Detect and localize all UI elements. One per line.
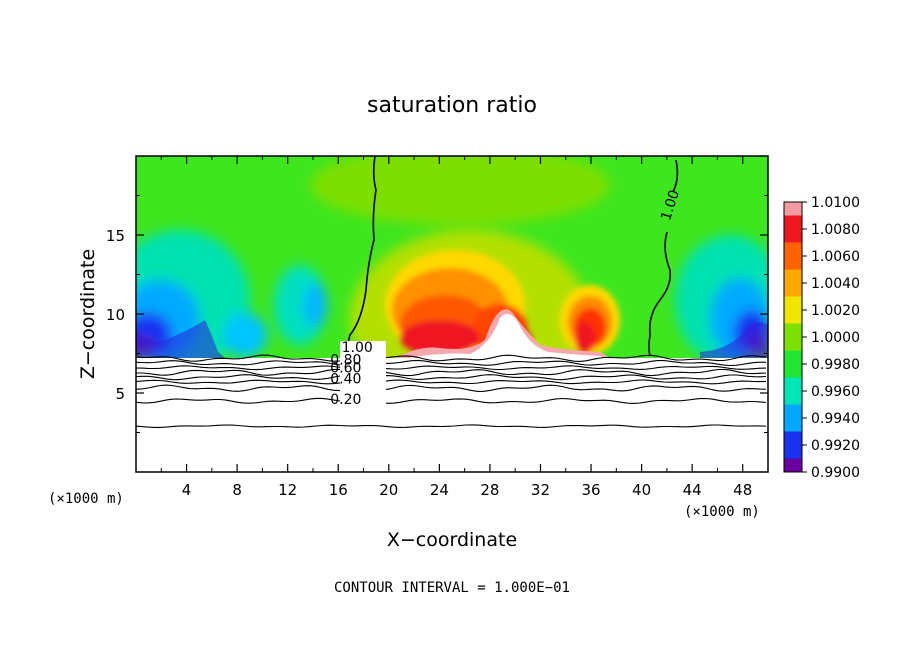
- x-tick-label: 8: [232, 481, 242, 499]
- x-tick-label: 16: [329, 481, 348, 499]
- contour-line: [136, 354, 767, 362]
- colorbar-label: 0.9960: [811, 384, 860, 400]
- colorbar-label: 1.0040: [811, 276, 860, 292]
- x-tick-label: 4: [182, 481, 192, 499]
- colorbar-band: [784, 337, 802, 351]
- colorbar-label: 1.0000: [811, 330, 860, 346]
- colorbar-label: 1.0080: [811, 222, 860, 238]
- colorbar-band: [784, 391, 802, 405]
- colorbar-band: [784, 404, 802, 419]
- x-tick-label: 24: [430, 481, 449, 499]
- colorbar-band: [784, 323, 802, 338]
- colorbar-label: 0.9940: [811, 411, 860, 427]
- saturation-field: [136, 156, 768, 358]
- colorbar-band: [784, 418, 802, 432]
- colorbar-band: [784, 202, 802, 216]
- y-tick-label: 5: [115, 385, 125, 403]
- x-tick-label: 40: [632, 481, 651, 499]
- colorbar-band: [784, 445, 802, 459]
- x-tick-label: 36: [581, 481, 600, 499]
- colorbar-label: 0.9980: [811, 357, 860, 373]
- x-unit-label-right: (×1000 m): [684, 504, 760, 520]
- contour-line: [136, 359, 767, 367]
- contour-line: [136, 424, 767, 428]
- colorbar-band: [784, 296, 802, 311]
- colorbar-band: [784, 431, 802, 446]
- y-tick-label: 15: [106, 227, 125, 245]
- contour-label: 0.40: [330, 372, 361, 388]
- colorbar-label: 0.9900: [811, 465, 860, 481]
- colorbar-band: [784, 310, 802, 324]
- colorbar-band: [784, 458, 802, 473]
- colorbar-band: [784, 256, 802, 270]
- x-tick-label: 12: [278, 481, 297, 499]
- contour-label: 0.80: [330, 353, 361, 369]
- colorbar-band: [784, 215, 802, 230]
- contour-label: 0.60: [330, 360, 361, 376]
- colorbar-band: [784, 377, 802, 392]
- contour-line: [136, 365, 767, 371]
- x-tick-label: 28: [480, 481, 499, 499]
- contour-interval-note: CONTOUR INTERVAL = 1.000E−01: [334, 580, 570, 596]
- colorbar: 1.0100 1.0080 1.0060 1.0040 1.0020 1.0000 0.99…: [783, 195, 860, 481]
- y-axis: 5 10 15: [106, 195, 768, 433]
- contour-label: 1.00: [342, 340, 373, 356]
- colorbar-label: 0.9920: [811, 438, 860, 454]
- contour-line: [136, 374, 767, 381]
- colorbar-label: 1.0020: [811, 303, 860, 319]
- plot-area: [136, 156, 768, 472]
- y-axis-title: Z−coordinate: [77, 249, 99, 379]
- colorbar-band: [784, 364, 802, 378]
- lower-contours: [136, 354, 767, 428]
- colorbar-band: [784, 242, 802, 257]
- x-tick-label: 48: [733, 481, 752, 499]
- x-tick-label: 20: [379, 481, 398, 499]
- x-unit-label-left: (×1000 m): [48, 491, 124, 507]
- colorbar-label: 1.0100: [811, 195, 860, 211]
- contour-label: 0.20: [330, 392, 361, 408]
- colorbar-label: 1.0060: [811, 249, 860, 265]
- x-axis: 4 8 12 16 20 24 28 32 36 40 44 48: [160, 156, 752, 499]
- contour-1-right: [648, 159, 679, 357]
- x-axis-title: X−coordinate: [387, 529, 517, 551]
- chart-title: saturation ratio: [367, 93, 537, 118]
- contour-line: [136, 397, 767, 404]
- contour-line: [136, 379, 767, 385]
- x-tick-label: 44: [683, 481, 702, 499]
- y-tick-label: 10: [106, 306, 125, 324]
- contour-line: [136, 368, 767, 377]
- colorbar-band: [784, 269, 802, 284]
- colorbar-band: [784, 350, 802, 365]
- x-tick-label: 32: [531, 481, 550, 499]
- colorbar-band: [784, 229, 802, 243]
- contour-line: [136, 384, 767, 392]
- contour-1-left: [347, 156, 377, 357]
- colorbar-band: [784, 283, 802, 297]
